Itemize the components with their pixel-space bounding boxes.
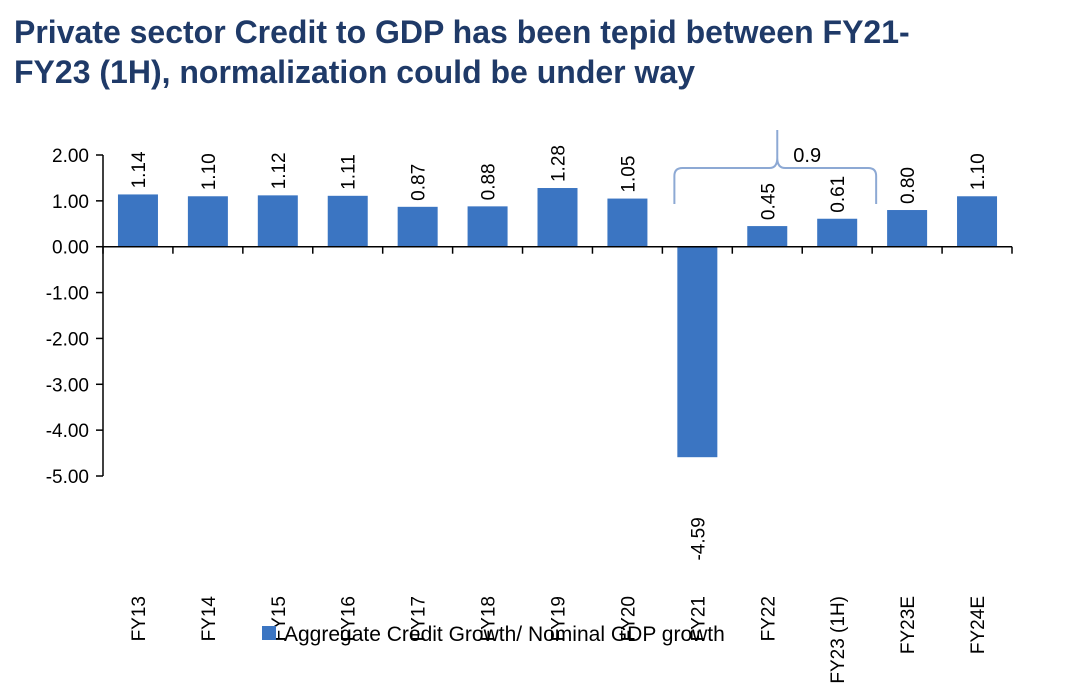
x-category-label: FY17 — [409, 596, 430, 641]
x-category-label: FY19 — [549, 596, 570, 641]
data-label: 1.05 — [618, 156, 639, 193]
x-category-label: FY23 (1H) — [828, 596, 849, 684]
x-category-label: FY20 — [618, 596, 639, 641]
bar — [257, 195, 298, 247]
bar — [467, 206, 508, 247]
x-category-label: FY14 — [199, 596, 220, 642]
chart-title-line-1: Private sector Credit to GDP has been te… — [14, 14, 910, 50]
x-category-label: FY22 — [758, 596, 779, 641]
data-label: 1.28 — [549, 145, 570, 182]
data-label: 1.11 — [339, 154, 360, 190]
x-category-label: FY23E — [898, 596, 919, 654]
y-axis: 2.00 1.00 0.00 -1.00 -2.00 -3.00 -4.00 -5.00 — [46, 146, 104, 488]
bar — [397, 206, 438, 247]
bar — [957, 196, 998, 247]
bar — [607, 198, 648, 247]
legend: Aggregate Credit Growth/ Nominal GDP gro… — [262, 623, 725, 646]
y-tick-label: -2.00 — [46, 329, 89, 350]
legend-swatch — [262, 626, 276, 640]
data-label: 0.45 — [758, 183, 779, 220]
data-label: 0.61 — [828, 176, 849, 213]
chart-title-line-2: FY23 (1H), normalization could be under … — [14, 54, 695, 90]
chart-title: Private sector Credit to GDP has been te… — [14, 12, 1054, 92]
y-tick-label: -4.00 — [46, 421, 89, 442]
x-axis: FY13 FY14 FY15 FY16 FY17 FY18 FY19 FY20 FY21 FY22… — [102, 245, 1013, 684]
bar — [747, 226, 788, 247]
data-label: -4.59 — [688, 517, 709, 560]
legend-label: Aggregate Credit Growth/ Nominal GDP gro… — [284, 623, 725, 646]
x-category-label: FY21 — [688, 596, 709, 641]
x-category-label: FY24E — [968, 596, 989, 654]
x-category-label: FY13 — [129, 596, 150, 641]
bar — [537, 188, 578, 247]
bar — [677, 246, 718, 458]
y-tick-label: -1.00 — [46, 284, 89, 305]
annotation: 0.9 — [673, 130, 878, 204]
data-label: 0.88 — [479, 163, 500, 200]
y-tick-label: 1.00 — [52, 192, 89, 213]
y-tick-label: 2.00 — [52, 146, 89, 167]
data-label: 0.80 — [898, 167, 919, 204]
data-label: 0.87 — [409, 164, 430, 201]
data-label: 1.14 — [129, 151, 150, 188]
annotation-bracket — [673, 130, 878, 204]
data-label: 1.12 — [269, 152, 290, 189]
bar — [327, 195, 368, 247]
bar — [887, 210, 928, 247]
y-tick-label: 0.00 — [52, 238, 89, 259]
bar — [187, 196, 228, 247]
y-tick-label: -3.00 — [46, 375, 89, 396]
x-category-label: FY18 — [479, 596, 500, 641]
data-label: 1.10 — [199, 153, 220, 190]
y-tick-label: -5.00 — [46, 467, 89, 488]
annotation-label: 0.9 — [793, 145, 821, 167]
bar — [117, 194, 158, 247]
x-category-label: FY16 — [339, 596, 360, 641]
bar — [817, 218, 858, 247]
bars: 1.14 1.10 1.12 1.11 0.87 0.88 1.28 1.05 -4.59 0.4… — [117, 145, 998, 561]
data-label: 1.10 — [968, 153, 989, 190]
